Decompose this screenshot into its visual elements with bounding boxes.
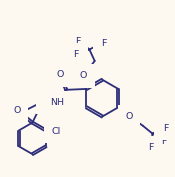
Text: F: F (75, 37, 81, 46)
Text: O: O (125, 112, 132, 121)
Text: NH: NH (50, 98, 64, 107)
Text: F: F (101, 39, 106, 48)
Text: O: O (13, 106, 21, 115)
Text: O: O (44, 98, 51, 107)
Text: F: F (74, 50, 79, 59)
Text: F: F (162, 137, 167, 146)
Text: F: F (148, 143, 153, 152)
Text: O: O (57, 70, 64, 79)
Text: Cl: Cl (51, 127, 60, 136)
Text: F: F (163, 124, 168, 133)
Text: O: O (80, 71, 87, 80)
